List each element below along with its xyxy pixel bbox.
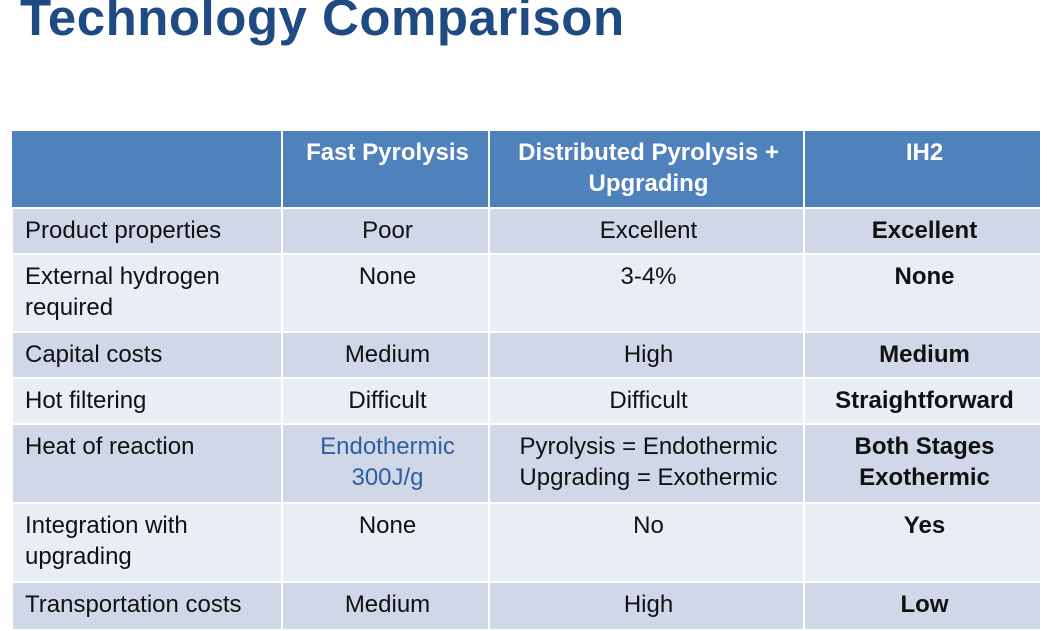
ih2-cell: Excellent [803,207,1042,255]
table-row: Integration with upgrading None No Yes [11,502,1042,583]
table-row: Capital costs Medium High Medium [11,331,1042,379]
table-row: Heat of reaction Endothermic 300J/g Pyro… [11,423,1042,504]
fast-pyrolysis-cell: Medium [281,581,490,631]
fast-pyrolysis-cell: Poor [281,207,490,255]
fast-pyrolysis-cell: Difficult [281,377,490,425]
fast-pyrolysis-cell: None [281,502,490,583]
header-ih2: IH2 [803,129,1042,209]
row-label: External hydrogen required [11,253,283,333]
ih2-cell: Medium [803,331,1042,379]
ih2-cell: None [803,253,1042,333]
table-row: Transportation costs Medium High Low [11,581,1042,631]
fast-pyrolysis-cell: Endothermic 300J/g [281,423,490,504]
ih2-cell: Yes [803,502,1042,583]
distributed-cell: 3-4% [488,253,805,333]
row-label: Integration with upgrading [11,502,283,583]
ih2-line: Both Stages [854,433,995,460]
table-row: Hot filtering Difficult Difficult Straig… [11,377,1042,425]
table-row: External hydrogen required None 3-4% Non… [11,253,1042,333]
ih2-cell: Low [803,581,1042,631]
header-fast-pyrolysis: Fast Pyrolysis [281,129,490,209]
ih2-line: Exothermic [859,464,990,491]
distributed-cell: Difficult [488,377,805,425]
distributed-cell: High [488,581,805,631]
distributed-cell: Pyrolysis = Endothermic Upgrading = Exot… [488,423,805,504]
ih2-cell: Both Stages Exothermic [803,423,1042,504]
fast-pyrolysis-cell: Medium [281,331,490,379]
distributed-cell: No [488,502,805,583]
header-empty [11,129,283,209]
distributed-line: Pyrolysis = Endothermic [519,433,778,460]
comparison-table: Fast Pyrolysis Distributed Pyrolysis + U… [11,129,1042,631]
header-row: Fast Pyrolysis Distributed Pyrolysis + U… [11,129,1042,209]
table-row: Product properties Poor Excellent Excell… [11,207,1042,255]
row-label: Transportation costs [11,581,283,631]
row-label: Product properties [11,207,283,255]
row-label: Heat of reaction [11,423,283,504]
fast-pyrolysis-cell: None [281,253,490,333]
distributed-line: Upgrading = Exothermic [519,464,778,491]
distributed-cell: Excellent [488,207,805,255]
ih2-cell: Straightforward [803,377,1042,425]
page-title: Technology Comparison [20,0,625,46]
header-distributed-pyrolysis: Distributed Pyrolysis + Upgrading [488,129,805,209]
row-label: Hot filtering [11,377,283,425]
row-label: Capital costs [11,331,283,379]
distributed-cell: High [488,331,805,379]
